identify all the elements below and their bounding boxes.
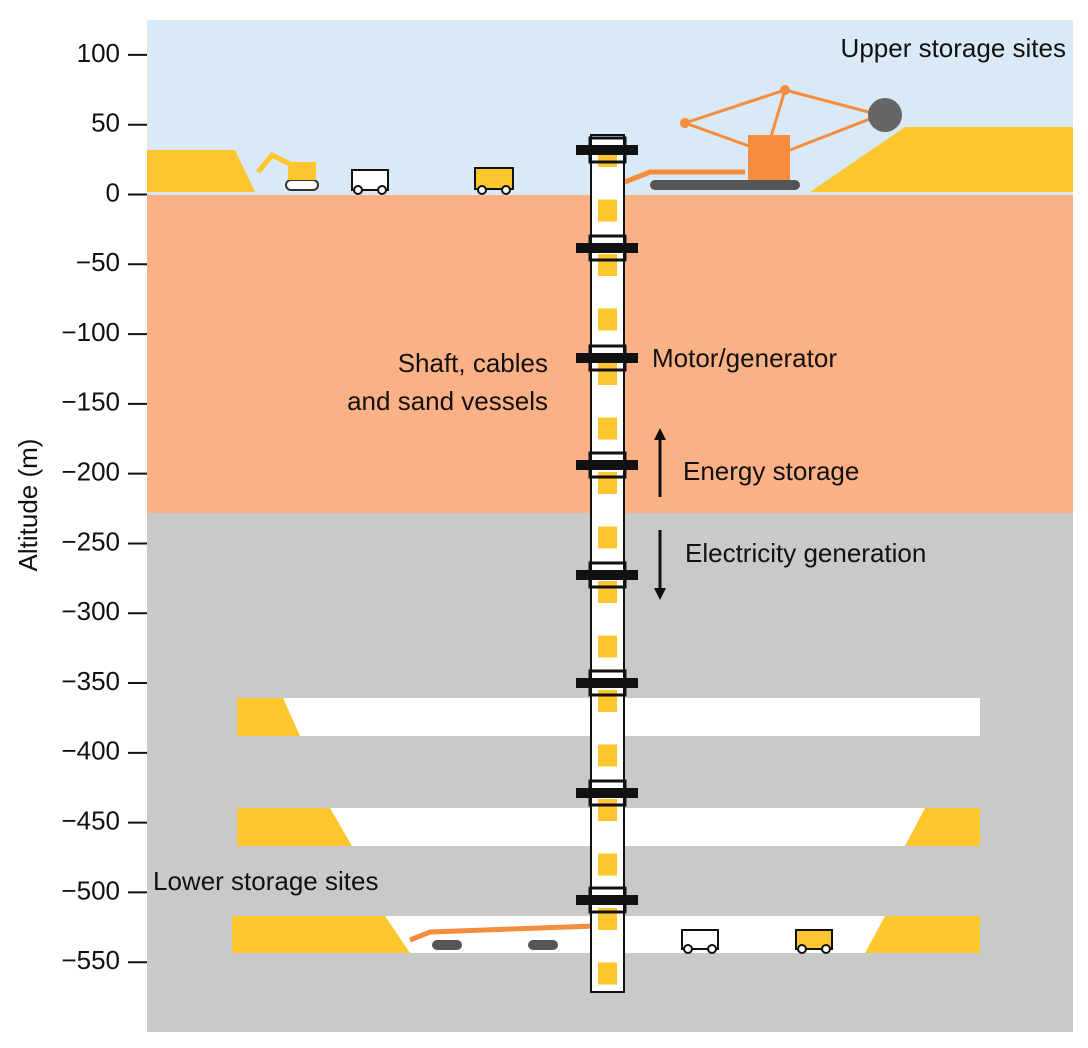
y-tick-label: −500 xyxy=(61,875,120,905)
sand-vessel xyxy=(598,417,617,440)
sand-vessel xyxy=(598,308,617,331)
motor xyxy=(588,451,627,479)
motor xyxy=(588,136,627,164)
sand-pile xyxy=(237,808,352,846)
shaft xyxy=(576,134,638,993)
motor xyxy=(576,788,638,798)
truck xyxy=(351,169,389,195)
label: Shaft, cables xyxy=(398,348,548,378)
conveyor xyxy=(409,923,596,950)
truck xyxy=(474,167,514,195)
sand-vessel xyxy=(598,254,617,276)
label: Motor/generator xyxy=(652,343,837,373)
motor xyxy=(576,145,638,155)
motor xyxy=(588,779,627,807)
y-tick-label: 100 xyxy=(77,38,120,68)
axis-title: Altitude (m) xyxy=(13,439,43,572)
motor xyxy=(588,886,627,914)
arrow xyxy=(654,428,666,497)
y-tick-label: −550 xyxy=(61,945,120,975)
truck xyxy=(795,929,833,954)
sand-pile xyxy=(905,808,980,846)
motor xyxy=(576,460,638,470)
motor xyxy=(576,678,638,688)
sand-vessel xyxy=(598,472,617,494)
y-tick-label: 0 xyxy=(106,177,120,207)
sand-vessel xyxy=(598,690,617,712)
excavator xyxy=(256,151,319,191)
label: Lower storage sites xyxy=(153,866,378,896)
motor xyxy=(576,895,638,905)
sand-vessel xyxy=(598,635,617,658)
arrow xyxy=(654,530,666,600)
sand-vessel xyxy=(598,199,617,222)
y-tick-label: −400 xyxy=(61,736,120,766)
y-tick-label: 50 xyxy=(91,108,120,138)
truck xyxy=(681,929,719,954)
motor xyxy=(588,669,627,697)
y-tick-label: −300 xyxy=(61,596,120,626)
bucket-wheel-excavator xyxy=(624,85,902,190)
motor xyxy=(576,570,638,580)
motor xyxy=(576,243,638,253)
y-tick-label: −450 xyxy=(61,805,120,835)
sand-pile xyxy=(865,916,980,953)
y-tick-label: −250 xyxy=(61,526,120,556)
scene xyxy=(147,20,1073,1032)
y-tick-label: −100 xyxy=(61,317,120,347)
motor xyxy=(588,561,627,589)
sand-vessel xyxy=(598,581,617,603)
sand-pile xyxy=(147,150,255,192)
label: Electricity generation xyxy=(685,538,926,568)
sand-pile xyxy=(237,698,300,736)
sand-vessel xyxy=(598,526,617,549)
motor xyxy=(588,344,627,372)
motor xyxy=(576,353,638,363)
sand-vessel xyxy=(598,853,617,876)
label: Upper storage sites xyxy=(841,33,1066,63)
y-tick-label: −200 xyxy=(61,457,120,487)
label: and sand vessels xyxy=(347,386,548,416)
sand-vessel xyxy=(598,744,617,767)
sand-vessel xyxy=(598,363,617,385)
sand-pile xyxy=(810,127,1073,192)
motor xyxy=(588,234,627,262)
sand-pile xyxy=(232,916,410,953)
sand-vessel xyxy=(598,799,617,821)
label: Energy storage xyxy=(683,456,859,486)
sand-vessel xyxy=(598,962,617,985)
y-tick-label: −350 xyxy=(61,666,120,696)
y-tick-label: −150 xyxy=(61,387,120,417)
y-tick-label: −50 xyxy=(76,247,120,277)
